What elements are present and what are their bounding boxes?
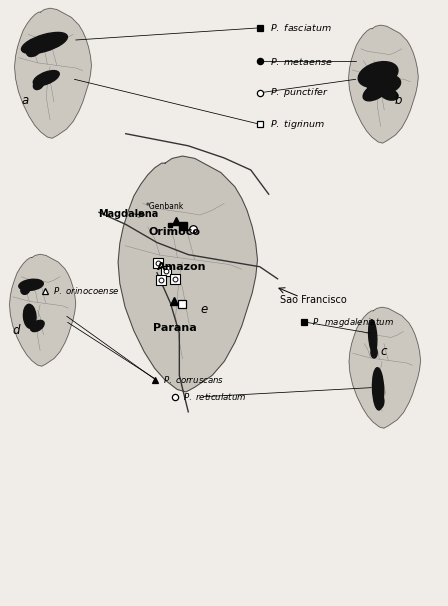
Text: a: a (22, 94, 29, 107)
Ellipse shape (363, 73, 375, 86)
Ellipse shape (27, 44, 42, 56)
Text: e: e (200, 302, 207, 316)
Text: *Genbank: *Genbank (146, 202, 184, 211)
Ellipse shape (358, 62, 398, 87)
Text: Amazon: Amazon (157, 262, 207, 271)
Text: $\it{P.\ tigrinum}$: $\it{P.\ tigrinum}$ (270, 118, 325, 130)
Text: Parana: Parana (153, 324, 197, 333)
Ellipse shape (34, 79, 44, 90)
Polygon shape (118, 156, 258, 392)
Ellipse shape (30, 321, 44, 331)
Text: Orimoco: Orimoco (149, 227, 201, 237)
Text: c: c (381, 345, 387, 358)
Text: $\it{P.\ reticulatum}$: $\it{P.\ reticulatum}$ (183, 391, 246, 402)
Text: $\it{P.\ metaense}$: $\it{P.\ metaense}$ (270, 56, 332, 67)
Text: $\it{P.\ orinocoense}$: $\it{P.\ orinocoense}$ (53, 285, 120, 296)
Polygon shape (349, 307, 421, 428)
Ellipse shape (367, 75, 401, 94)
Ellipse shape (22, 33, 68, 53)
Text: Magdalena: Magdalena (98, 208, 158, 219)
Text: $\it{P.\ punctifer}$: $\it{P.\ punctifer}$ (270, 86, 328, 99)
Ellipse shape (369, 320, 377, 353)
Polygon shape (9, 255, 76, 366)
Ellipse shape (372, 368, 384, 410)
Ellipse shape (21, 285, 30, 295)
Text: b: b (394, 94, 402, 107)
Ellipse shape (23, 304, 36, 328)
Text: $\it{P.\ corruscans}$: $\it{P.\ corruscans}$ (163, 375, 224, 385)
Ellipse shape (380, 88, 398, 100)
Text: $\it{P.\ fasciatum}$: $\it{P.\ fasciatum}$ (270, 22, 332, 33)
Ellipse shape (33, 70, 59, 85)
Text: d: d (13, 324, 20, 337)
Text: Sao Francisco: Sao Francisco (280, 295, 347, 305)
Polygon shape (15, 8, 91, 138)
Polygon shape (349, 25, 418, 143)
Ellipse shape (19, 279, 43, 290)
Ellipse shape (363, 82, 388, 101)
Ellipse shape (375, 393, 384, 408)
Ellipse shape (371, 347, 377, 358)
Text: $\it{P.\ magdaleniatum}$: $\it{P.\ magdaleniatum}$ (312, 316, 394, 329)
